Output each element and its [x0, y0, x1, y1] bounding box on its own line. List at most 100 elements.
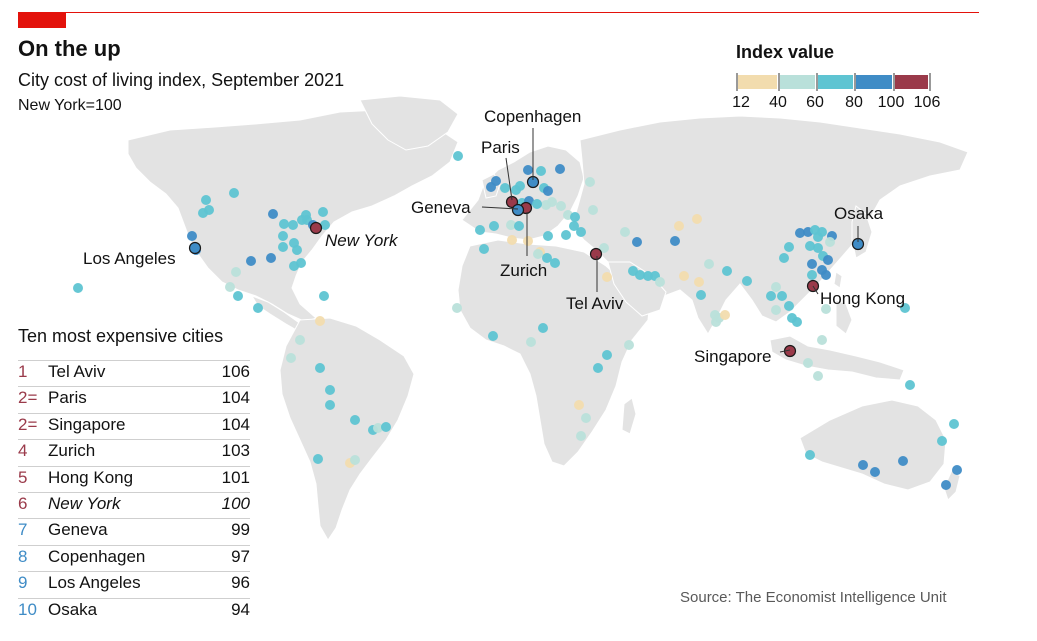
table-row: 2= Paris 104	[18, 386, 250, 412]
city-dot	[201, 195, 211, 205]
city-name: Geneva	[48, 520, 108, 540]
leader-lines	[481, 128, 859, 353]
city-name: New York	[48, 493, 121, 513]
city-dot	[350, 455, 360, 465]
label-copenhagen: Copenhagen	[484, 107, 581, 126]
ranking-table: 1 Tel Aviv 106 2= Paris 104 2= Singapore 104 4 Zur…	[18, 360, 250, 624]
city-dot	[795, 228, 805, 238]
city-dot	[233, 291, 243, 301]
city-dot	[475, 225, 485, 235]
city-dot	[771, 282, 781, 292]
land-philippines	[835, 299, 853, 335]
legend-tick-label: 40	[769, 94, 787, 111]
city-dot	[817, 335, 827, 345]
label-paris: Paris	[481, 138, 520, 157]
city-dot	[720, 310, 730, 320]
city-dot	[279, 219, 289, 229]
city-dot	[491, 176, 501, 186]
land-south-america	[279, 317, 415, 541]
red-tab	[18, 12, 66, 28]
city-dot	[779, 253, 789, 263]
highlighted-city-dot	[511, 203, 525, 217]
city-dot	[576, 431, 586, 441]
city-dot	[766, 291, 776, 301]
city-dot	[538, 323, 548, 333]
city-dot	[576, 227, 586, 237]
city-name: Singapore	[48, 414, 126, 434]
city-dot	[325, 385, 335, 395]
chart-note: New York=100	[18, 97, 122, 114]
index-value: 99	[231, 520, 250, 540]
city-dot	[898, 456, 908, 466]
city-dot	[246, 256, 256, 266]
city-dot	[574, 400, 584, 410]
city-dot	[771, 305, 781, 315]
city-name: Paris	[48, 388, 87, 408]
legend-title: Index value	[736, 42, 835, 62]
city-dot	[679, 271, 689, 281]
city-dot	[526, 337, 536, 347]
city-dot	[301, 210, 311, 220]
city-dot	[900, 303, 910, 313]
city-dot	[319, 291, 329, 301]
land-arabia	[607, 261, 667, 317]
land-masses	[127, 95, 969, 541]
land-taiwan	[833, 271, 843, 289]
legend-swatch	[818, 75, 853, 89]
table-row: 1 Tel Aviv 106	[18, 360, 250, 386]
table-row: 10 Osaka 94	[18, 597, 250, 624]
index-value: 104	[221, 388, 250, 408]
label-singapore: Singapore	[694, 347, 772, 366]
rank-label: 10	[18, 599, 37, 619]
land-madagascar	[621, 397, 637, 435]
rank-label: 8	[18, 546, 28, 566]
city-dot	[507, 235, 517, 245]
table-row: 5 Hong Kong 101	[18, 465, 250, 492]
city-dot	[670, 236, 680, 246]
highlighted-city-dot	[309, 221, 323, 235]
city-name: Copenhagen	[48, 546, 146, 566]
city-dot	[952, 465, 962, 475]
label-new-york: New York	[325, 231, 399, 250]
city-dot	[593, 363, 603, 373]
city-dot	[722, 266, 732, 276]
highlighted-city-dot	[589, 247, 603, 261]
city-dot	[821, 270, 831, 280]
city-dot	[381, 422, 391, 432]
city-dot	[599, 243, 609, 253]
city-dot	[542, 253, 552, 263]
city-dot	[318, 207, 328, 217]
city-dot	[547, 197, 557, 207]
city-dot	[373, 423, 383, 433]
city-dot	[570, 212, 580, 222]
city-dot	[556, 201, 566, 211]
city-dots	[73, 151, 962, 490]
city-dot	[268, 209, 278, 219]
city-dot	[523, 236, 533, 246]
city-dot	[905, 380, 915, 390]
table-row: 7 Geneva 99	[18, 518, 250, 544]
city-dot	[784, 242, 794, 252]
legend-swatch	[895, 75, 928, 89]
label-hong-kong: Hong Kong	[820, 289, 905, 308]
city-name: Los Angeles	[48, 573, 141, 593]
city-dot	[296, 258, 306, 268]
city-dot	[73, 283, 83, 293]
legend-tick-label: 80	[845, 94, 863, 111]
city-dot	[187, 231, 197, 241]
city-dot	[581, 413, 591, 423]
city-dot	[813, 371, 823, 381]
city-dot	[543, 186, 553, 196]
city-dot	[315, 363, 325, 373]
city-dot	[543, 231, 553, 241]
city-dot	[807, 270, 817, 280]
index-value: 94	[231, 599, 250, 619]
city-dot	[288, 220, 298, 230]
index-value: 106	[221, 362, 250, 381]
index-value: 96	[231, 573, 250, 593]
table-row: 8 Copenhagen 97	[18, 544, 250, 571]
rank-label: 2=	[18, 414, 38, 434]
city-dot	[514, 221, 524, 231]
city-dot	[533, 249, 543, 259]
